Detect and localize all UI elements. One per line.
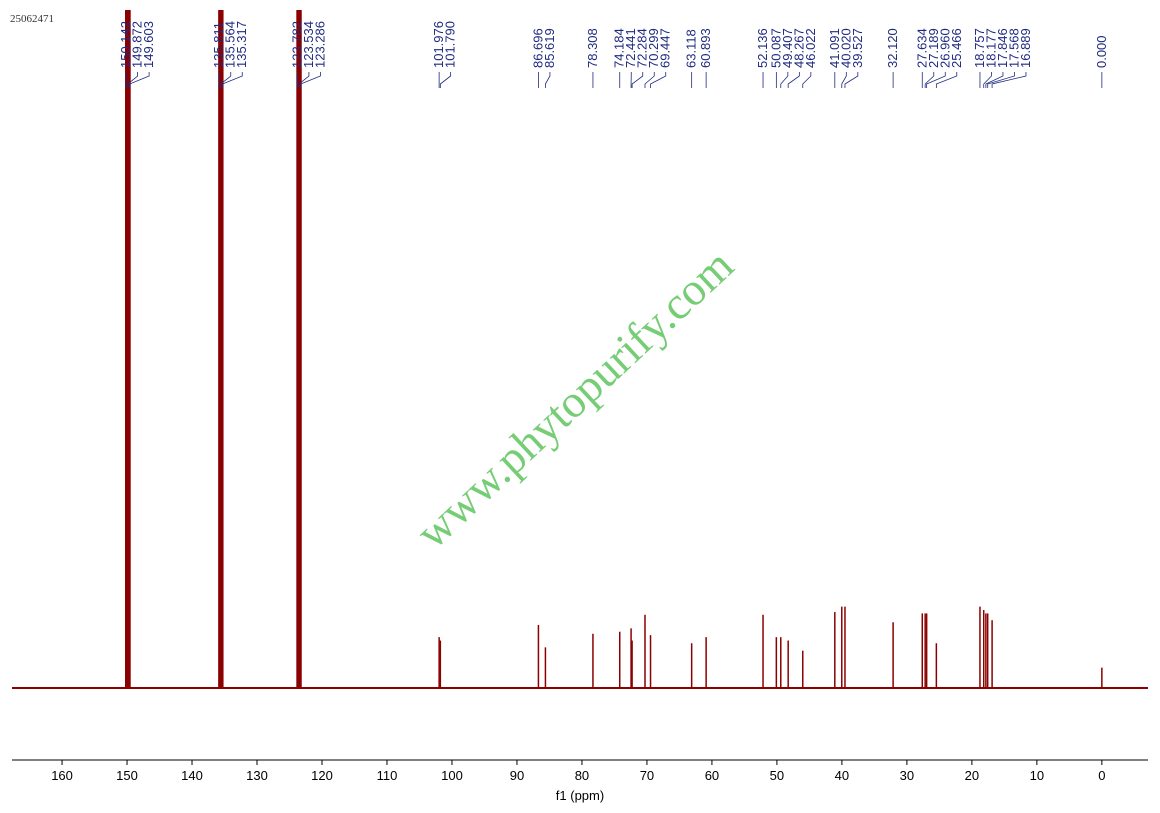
sample-id: 25062471	[10, 13, 54, 25]
x-tick-label: 110	[377, 768, 398, 783]
peak-label: 32.120	[885, 28, 900, 68]
peak-label-leader	[780, 72, 789, 88]
peak-label-leader	[650, 72, 667, 88]
peak-label: 101.790	[443, 21, 458, 68]
peak-label: 17.568	[1006, 28, 1021, 68]
x-tick-label: 120	[311, 768, 333, 783]
peak-label: 18.177	[983, 28, 998, 68]
peak-label: 150.142	[118, 21, 133, 68]
peak-label: 49.407	[780, 28, 795, 68]
peak-label: 52.136	[755, 28, 770, 68]
peak-label: 74.184	[612, 28, 627, 68]
peak-label: 27.189	[926, 28, 941, 68]
peak-label-leader	[802, 72, 812, 88]
peak-label-leader	[439, 72, 452, 88]
peak-label-leader	[787, 72, 800, 88]
peak-label: 17.846	[995, 28, 1010, 68]
peak-label: 48.267	[791, 28, 806, 68]
peak-label: 27.634	[914, 28, 929, 68]
peak-label-leader	[924, 72, 935, 88]
x-tick-label: 80	[575, 768, 589, 783]
peak-label-leader	[926, 72, 946, 88]
x-axis-label: f1 (ppm)	[556, 788, 604, 803]
x-tick-label: 0	[1098, 768, 1105, 783]
peak-label: 50.087	[768, 28, 783, 68]
watermark: www.phytopurify.com	[406, 239, 743, 558]
x-tick-label: 40	[835, 768, 849, 783]
x-tick-label: 100	[441, 768, 463, 783]
peak-label: 78.308	[585, 28, 600, 68]
peak-label-leader	[129, 72, 150, 88]
peak-label: 16.889	[1018, 28, 1033, 68]
peak-label: 149.872	[130, 21, 145, 68]
peak-label-leader	[991, 72, 1027, 88]
x-tick-label: 150	[116, 768, 138, 783]
peak-label: 25.466	[949, 28, 964, 68]
peak-label-leader	[935, 72, 958, 88]
peaks	[125, 10, 1103, 688]
peak-label: 41.091	[827, 28, 842, 68]
peak-label-leader	[222, 72, 243, 88]
peak-label-leader	[220, 72, 232, 88]
peak-label-leader	[631, 72, 644, 88]
x-tick-label: 50	[770, 768, 784, 783]
x-tick-label: 20	[965, 768, 979, 783]
peak-label-leader	[127, 72, 139, 88]
peak-label: 26.960	[937, 28, 952, 68]
x-tick-label: 140	[181, 768, 203, 783]
x-tick-label: 10	[1030, 768, 1044, 783]
peak-label: 135.564	[223, 21, 238, 68]
peak-label: 69.447	[658, 28, 673, 68]
peak-label: 123.286	[312, 21, 327, 68]
peak-label: 46.022	[803, 28, 818, 68]
peak-label: 39.527	[850, 28, 865, 68]
peak-label-leader	[300, 72, 321, 88]
peak-label-leader	[985, 72, 1004, 88]
peak-label: 135.317	[234, 21, 249, 68]
peak-label-leader	[545, 72, 551, 88]
x-tick-label: 90	[510, 768, 524, 783]
peak-label: 60.893	[698, 28, 713, 68]
peak-label: 72.441	[623, 28, 638, 68]
peak-label: 18.757	[972, 28, 987, 68]
x-tick-label: 30	[900, 768, 914, 783]
peak-label-leader	[298, 72, 310, 88]
peak-label: 149.603	[141, 21, 156, 68]
peak-label-leader	[844, 72, 859, 88]
x-tick-label: 70	[640, 768, 654, 783]
peak-label: 72.284	[635, 28, 650, 68]
peak-label: 0.000	[1094, 35, 1109, 68]
x-tick-label: 60	[705, 768, 719, 783]
x-tick-label: 130	[246, 768, 268, 783]
peak-label: 40.020	[838, 28, 853, 68]
peak-label: 63.118	[684, 29, 699, 68]
peak-label: 101.976	[431, 21, 446, 68]
peak-label: 123.782	[289, 21, 304, 68]
peak-label: 86.696	[530, 28, 545, 68]
peak-label: 123.534	[301, 21, 316, 68]
x-tick-label: 160	[51, 768, 73, 783]
peak-label-leader	[983, 72, 992, 88]
peak-label: 85.619	[542, 28, 557, 68]
peak-label-leader	[987, 72, 1015, 88]
peak-label: 135.811	[211, 22, 226, 68]
peak-label-leader	[841, 72, 847, 88]
peak-label: 70.299	[646, 28, 661, 68]
peak-label-leader	[644, 72, 655, 88]
